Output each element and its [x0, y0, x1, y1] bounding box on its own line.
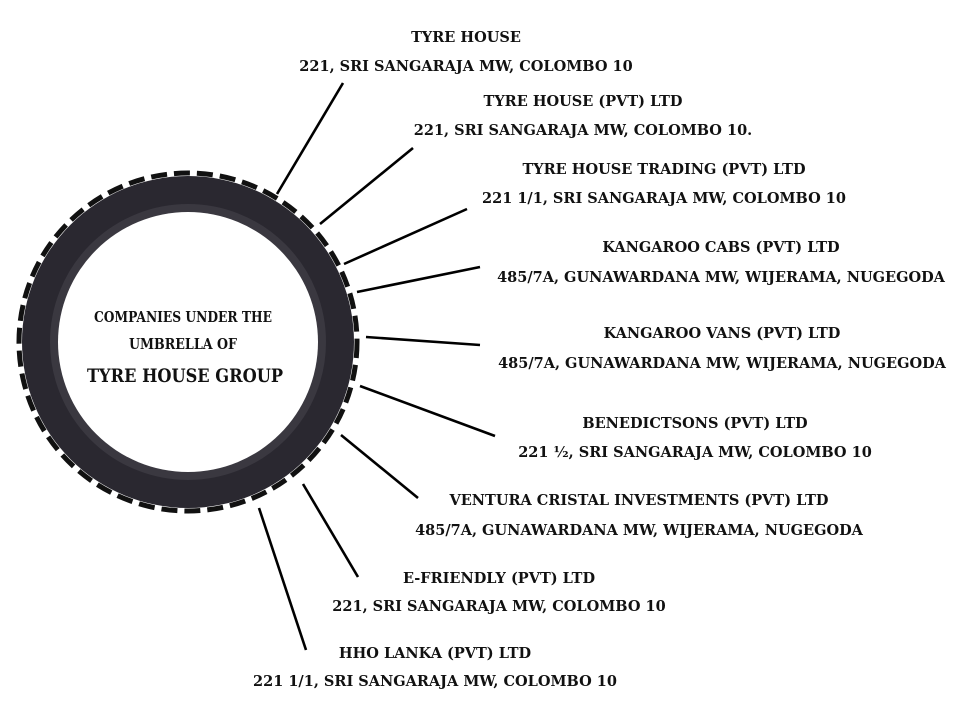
company-address-8: 221, SRI SANGARAJA MW, COLOMBO 10 — [332, 598, 665, 615]
company-name-8: E-FRIENDLY (PVT) LTD — [403, 570, 595, 587]
center-title-group-name: TYRE HOUSE GROUP — [87, 365, 283, 387]
connector-line-8 — [301, 483, 360, 578]
company-name-1: TYRE HOUSE — [411, 29, 521, 46]
tyre-hub — [58, 212, 318, 472]
center-title-line-1: COMPANIES UNDER THE — [94, 309, 272, 326]
company-address-7: 485/7A, GUNAWARDANA MW, WIJERAMA, NUGEGO… — [415, 522, 864, 539]
tyre-tread-ring — [16, 170, 360, 514]
connector-line-5 — [365, 335, 481, 347]
company-name-7: VENTURA CRISTAL INVESTMENTS (PVT) LTD — [448, 492, 828, 509]
connector-line-9 — [257, 507, 308, 651]
company-labels: TYRE HOUSE 221, SRI SANGARAJA MW, COLOMBO… — [253, 29, 947, 690]
tyre-graphic — [16, 170, 360, 514]
company-address-3: 221 1/1, SRI SANGARAJA MW, COLOMBO 10 — [482, 190, 846, 207]
connector-line-3 — [343, 207, 468, 266]
company-address-1: 221, SRI SANGARAJA MW, COLOMBO 10 — [299, 58, 632, 75]
company-name-4: KANGAROO CABS (PVT) LTD — [602, 239, 839, 256]
connector-line-1 — [275, 82, 345, 195]
company-address-2: 221, SRI SANGARAJA MW, COLOMBO 10. — [414, 122, 752, 139]
company-address-6: 221 ½, SRI SANGARAJA MW, COLOMBO 10 — [518, 444, 872, 461]
connector-line-7 — [340, 433, 419, 500]
tyre-inner-shadow — [50, 204, 326, 480]
connector-line-4 — [356, 265, 481, 294]
company-name-5: KANGAROO VANS (PVT) LTD — [604, 325, 841, 342]
company-name-3: TYRE HOUSE TRADING (PVT) LTD — [522, 161, 805, 178]
connector-line-6 — [359, 384, 496, 438]
company-address-5: 485/7A, GUNAWARDANA MW, WIJERAMA, NUGEGO… — [498, 355, 947, 372]
connector-lines — [257, 82, 496, 651]
company-address-4: 485/7A, GUNAWARDANA MW, WIJERAMA, NUGEGO… — [497, 269, 946, 286]
company-address-9: 221 1/1, SRI SANGARAJA MW, COLOMBO 10 — [253, 673, 617, 690]
center-title-line-2: UMBRELLA OF — [129, 336, 238, 353]
connector-line-2 — [319, 146, 414, 226]
company-name-9: HHO LANKA (PVT) LTD — [339, 645, 531, 662]
company-name-6: BENEDICTSONS (PVT) LTD — [582, 415, 807, 432]
company-name-2: TYRE HOUSE (PVT) LTD — [484, 93, 683, 110]
